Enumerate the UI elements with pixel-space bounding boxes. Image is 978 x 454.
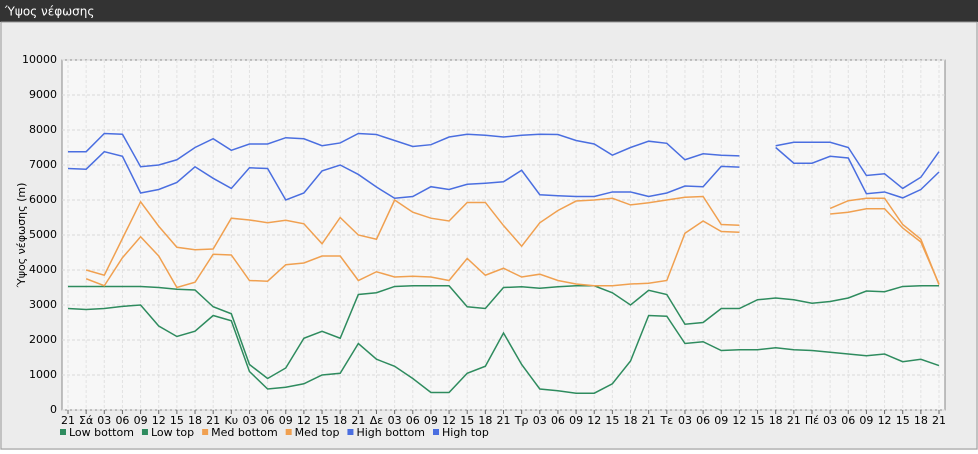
x-tick-label: 21 (497, 414, 511, 427)
x-tick-label: 21 (61, 414, 75, 427)
x-tick-label: 18 (333, 414, 347, 427)
x-tick-label: Τρ (514, 414, 529, 427)
x-tick-label: 03 (242, 414, 256, 427)
x-tick-label: 21 (351, 414, 365, 427)
header-bar (0, 0, 978, 22)
x-tick-label: Τε (659, 414, 673, 427)
legend-label: Med bottom (211, 426, 278, 439)
y-tick-label: 5000 (29, 228, 57, 241)
x-tick-label: 03 (533, 414, 547, 427)
x-tick-label: 03 (823, 414, 837, 427)
legend-label: Low top (151, 426, 194, 439)
x-tick-label: 15 (896, 414, 910, 427)
x-tick-label: 12 (878, 414, 892, 427)
y-tick-label: 3000 (29, 298, 57, 311)
x-tick-label: 09 (569, 414, 583, 427)
series-line (85, 208, 940, 289)
x-tick-label: 15 (605, 414, 619, 427)
x-tick-label: 18 (769, 414, 783, 427)
x-tick-label: 09 (279, 414, 293, 427)
x-tick-label: 06 (841, 414, 855, 427)
chart-title: Ύψος νέφωσης (4, 5, 94, 19)
x-tick-label: 21 (932, 414, 946, 427)
x-tick-label: 09 (424, 414, 438, 427)
y-tick-label: 9000 (29, 88, 57, 101)
x-tick-label: 03 (97, 414, 111, 427)
y-axis-label: Ύψος νέφωσης (m) (15, 183, 28, 289)
y-tick-label: 4000 (29, 263, 57, 276)
x-tick-label: 18 (914, 414, 928, 427)
x-tick-label: Κυ (225, 414, 239, 427)
x-tick-label: 06 (696, 414, 710, 427)
x-tick-label: 06 (406, 414, 420, 427)
legend-label: High bottom (356, 426, 425, 439)
series-line (85, 195, 940, 285)
x-tick-label: Πέ (805, 414, 819, 427)
legend-label: High top (442, 426, 489, 439)
series-line (67, 146, 940, 201)
legend-swatch (285, 429, 292, 435)
y-tick-label: 1000 (29, 368, 57, 381)
panel-border (0, 21, 978, 450)
x-tick-label: 15 (170, 414, 184, 427)
x-tick-label: 18 (624, 414, 638, 427)
legend-swatch (60, 429, 66, 435)
y-tick-label: 0 (50, 403, 57, 416)
x-tick-label: 03 (388, 414, 402, 427)
x-tick-label: 18 (478, 414, 492, 427)
series-line (68, 285, 939, 380)
y-tick-label: 6000 (29, 193, 57, 206)
x-tick-label: 12 (732, 414, 746, 427)
x-tick-label: 12 (297, 414, 311, 427)
series-line (68, 132, 940, 190)
x-tick-label: 03 (678, 414, 692, 427)
x-tick-label: 09 (859, 414, 873, 427)
legend-label: Med top (295, 426, 340, 439)
legend-label: Low bottom (69, 426, 134, 439)
x-tick-label: Δε (370, 414, 384, 427)
x-tick-label: 15 (315, 414, 329, 427)
x-tick-label: 12 (587, 414, 601, 427)
x-tick-label: 21 (787, 414, 801, 427)
x-tick-label: 06 (261, 414, 275, 427)
x-tick-label: 12 (152, 414, 166, 427)
x-tick-label: 09 (714, 414, 728, 427)
y-tick-label: 2000 (29, 333, 57, 346)
y-tick-label: 10000 (22, 53, 57, 66)
x-tick-label: 09 (134, 414, 148, 427)
x-tick-label: 21 (642, 414, 656, 427)
legend-swatch (433, 429, 439, 435)
x-tick-label: Σά (79, 414, 93, 427)
x-tick-label: 15 (460, 414, 474, 427)
x-tick-label: 06 (115, 414, 129, 427)
y-tick-label: 8000 (29, 123, 57, 136)
legend-swatch (202, 429, 209, 435)
legend-swatch (347, 429, 354, 435)
x-tick-label: 18 (188, 414, 202, 427)
x-tick-label: 06 (551, 414, 565, 427)
x-tick-label: 15 (751, 414, 765, 427)
x-tick-label: 21 (206, 414, 220, 427)
legend-swatch (141, 429, 148, 435)
x-tick-label: 12 (442, 414, 456, 427)
y-tick-label: 7000 (29, 158, 57, 171)
series-line (67, 304, 940, 394)
